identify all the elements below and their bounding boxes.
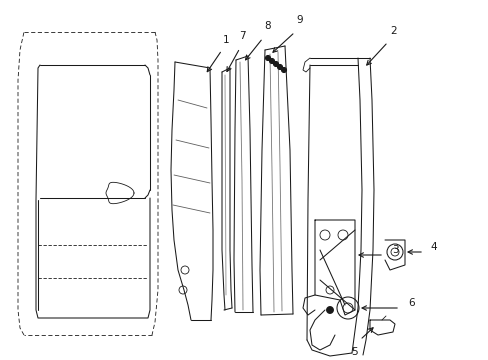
Text: 7: 7 <box>238 31 245 41</box>
Circle shape <box>273 62 278 67</box>
Text: 3: 3 <box>391 245 398 255</box>
Text: 9: 9 <box>296 15 303 25</box>
Circle shape <box>277 64 282 69</box>
Text: 8: 8 <box>264 21 271 31</box>
Circle shape <box>326 306 333 314</box>
Text: 6: 6 <box>407 298 414 308</box>
Circle shape <box>265 55 270 60</box>
Circle shape <box>281 68 286 72</box>
Text: 4: 4 <box>429 242 436 252</box>
Circle shape <box>269 59 274 63</box>
Text: 5: 5 <box>351 347 358 357</box>
Text: 2: 2 <box>390 26 397 36</box>
Text: 1: 1 <box>222 35 229 45</box>
